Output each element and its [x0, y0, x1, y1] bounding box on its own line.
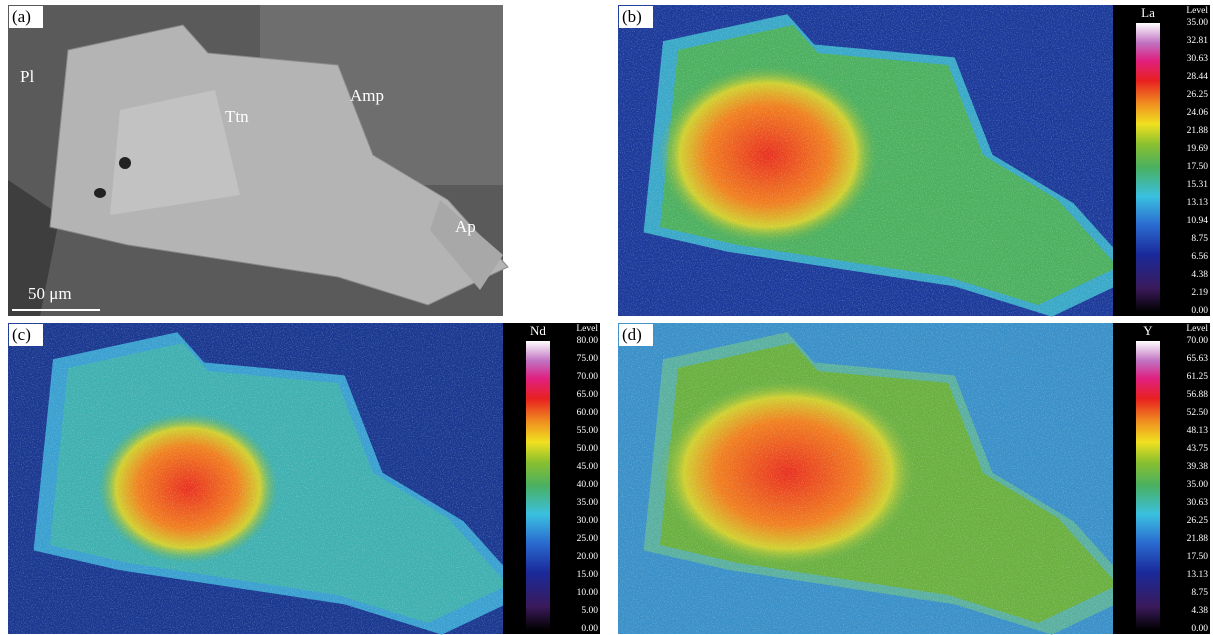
mineral-label: Ttn	[225, 107, 249, 126]
level-label: 50.00	[577, 444, 599, 454]
level-label: 2.19	[1191, 288, 1208, 298]
speckle	[618, 323, 1113, 634]
level-label: 0.00	[1191, 306, 1208, 316]
level-label: 65.00	[577, 390, 599, 400]
level-label: 15.31	[1187, 180, 1209, 190]
mineral-label: Ap	[455, 217, 476, 236]
level-label: 4.38	[1191, 270, 1208, 280]
color-bar	[1136, 23, 1160, 312]
level-label: 0.00	[1191, 624, 1208, 634]
panel-label: (d)	[622, 325, 642, 344]
level-label: 61.25	[1187, 372, 1209, 382]
level-label: 0.00	[581, 624, 598, 634]
level-label: 13.13	[1187, 198, 1209, 208]
level-label: 32.81	[1187, 36, 1209, 46]
level-label: 28.44	[1187, 72, 1209, 82]
pore	[94, 188, 106, 198]
level-label: 26.25	[1187, 516, 1209, 526]
level-label: 39.38	[1187, 462, 1209, 472]
level-label: 20.00	[577, 552, 599, 562]
level-label: 70.00	[577, 372, 599, 382]
level-label: 13.13	[1187, 570, 1209, 580]
color-bar	[1136, 341, 1160, 630]
panel-label: (c)	[12, 325, 31, 344]
level-title: Level	[1186, 324, 1208, 334]
level-label: 21.88	[1187, 534, 1209, 544]
level-label: 43.75	[1187, 444, 1209, 454]
level-label: 45.00	[577, 462, 599, 472]
level-label: 21.88	[1187, 126, 1209, 136]
level-label: 19.69	[1187, 144, 1209, 154]
level-label: 48.13	[1187, 426, 1209, 436]
element-label: Y	[1143, 323, 1153, 338]
level-label: 40.00	[577, 480, 599, 490]
map-panel: (d) Y Level 70.00 65.63 61.25 56.88 52.50 48.13 4…	[618, 323, 1210, 635]
level-label: 4.38	[1191, 606, 1208, 616]
level-label: 30.00	[577, 516, 599, 526]
level-label: 8.75	[1191, 234, 1208, 244]
level-label: 25.00	[577, 534, 599, 544]
panel-label: (b)	[622, 7, 642, 26]
map-panel: (c) Nd Level 80.00 75.00 70.00 65.00 60.00 55.00…	[8, 323, 600, 635]
level-title: Level	[576, 324, 598, 334]
level-label: 8.75	[1191, 588, 1208, 598]
level-label: 35.00	[577, 498, 599, 508]
level-label: 6.56	[1191, 252, 1208, 262]
level-label: 35.00	[1187, 18, 1209, 28]
level-label: 10.00	[577, 588, 599, 598]
level-label: 17.50	[1187, 162, 1209, 172]
pore	[119, 157, 131, 169]
scale-bar-label: 50 μm	[28, 284, 72, 303]
level-label: 5.00	[581, 606, 598, 616]
level-label: 24.06	[1187, 108, 1209, 118]
level-label: 30.63	[1187, 54, 1209, 64]
level-label: 65.63	[1187, 354, 1209, 364]
figure: Pl Ttn Amp Ap 50 μm (a) (b) La Level 35.00 3…	[0, 0, 1213, 635]
level-label: 52.50	[1187, 408, 1209, 418]
level-label: 55.00	[577, 426, 599, 436]
panel-a: Pl Ttn Amp Ap 50 μm (a)	[8, 5, 508, 316]
mineral-label: Amp	[350, 86, 384, 105]
element-label: La	[1141, 5, 1155, 20]
level-label: 26.25	[1187, 90, 1209, 100]
level-label: 10.94	[1187, 216, 1209, 226]
level-label: 75.00	[577, 354, 599, 364]
panel-label: (a)	[12, 7, 31, 26]
map-panel: (b) La Level 35.00 32.81 30.63 28.44 26.25 24.06…	[618, 5, 1210, 317]
speckle	[8, 323, 503, 634]
element-label: Nd	[530, 323, 546, 338]
level-label: 35.00	[1187, 480, 1209, 490]
level-label: 60.00	[577, 408, 599, 418]
speckle	[618, 5, 1113, 316]
color-bar	[526, 341, 550, 630]
level-label: 17.50	[1187, 552, 1209, 562]
level-title: Level	[1186, 6, 1208, 16]
level-label: 70.00	[1187, 336, 1209, 346]
level-label: 15.00	[577, 570, 599, 580]
level-label: 30.63	[1187, 498, 1209, 508]
level-label: 56.88	[1187, 390, 1209, 400]
level-label: 80.00	[577, 336, 599, 346]
mineral-label: Pl	[20, 67, 34, 86]
